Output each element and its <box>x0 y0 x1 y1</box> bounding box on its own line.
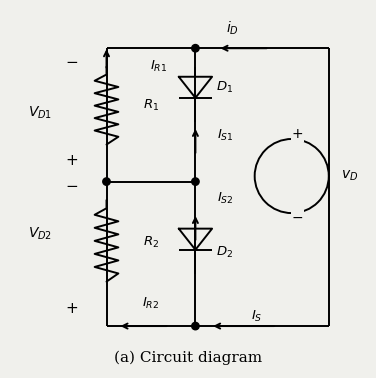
Text: $I_{S1}$: $I_{S1}$ <box>217 128 233 143</box>
Text: $D_1$: $D_1$ <box>217 80 233 94</box>
Text: $+$: $+$ <box>291 127 303 141</box>
Text: $v_D$: $v_D$ <box>341 169 358 183</box>
Circle shape <box>192 45 199 52</box>
Text: $I_{R2}$: $I_{R2}$ <box>143 296 159 311</box>
Circle shape <box>192 178 199 185</box>
Text: $+$: $+$ <box>65 302 78 316</box>
Text: $-$: $-$ <box>65 178 78 192</box>
Text: $V_{D1}$: $V_{D1}$ <box>28 105 52 121</box>
Text: $V_{D2}$: $V_{D2}$ <box>28 225 52 242</box>
Text: $I_S$: $I_S$ <box>251 309 262 324</box>
Text: $R_1$: $R_1$ <box>143 98 159 113</box>
Text: $i_D$: $i_D$ <box>226 19 239 37</box>
Text: $-$: $-$ <box>291 210 303 224</box>
Text: $R_2$: $R_2$ <box>143 235 159 250</box>
Text: (a) Circuit diagram: (a) Circuit diagram <box>114 350 262 365</box>
Text: $I_{S2}$: $I_{S2}$ <box>217 191 233 206</box>
Text: $-$: $-$ <box>65 54 78 68</box>
Text: $I_{R1}$: $I_{R1}$ <box>150 59 167 74</box>
Circle shape <box>103 178 110 185</box>
Text: $+$: $+$ <box>65 154 78 168</box>
Circle shape <box>192 322 199 330</box>
Text: $D_2$: $D_2$ <box>217 245 233 260</box>
